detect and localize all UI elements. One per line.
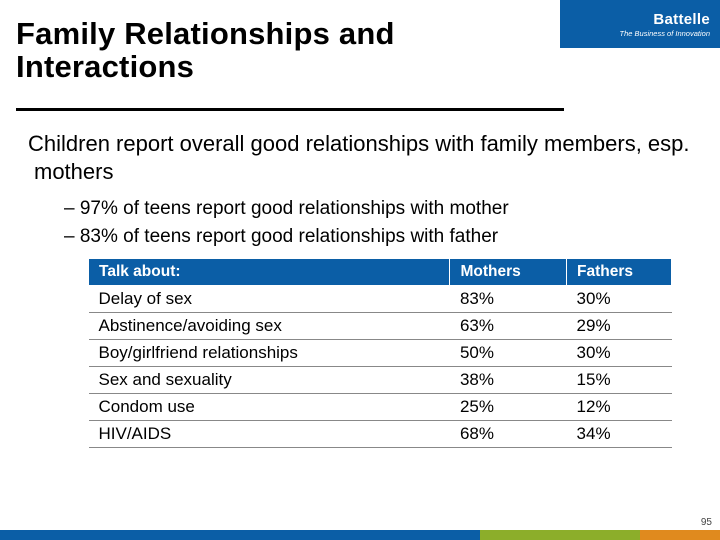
title-line-2: Interactions <box>16 49 194 84</box>
slide: Battelle The Business of Innovation Fami… <box>0 0 720 540</box>
slide-title: Family Relationships and Interactions <box>16 18 540 83</box>
cell-mothers: 83% <box>450 286 567 313</box>
col-header-fathers: Fathers <box>567 259 672 286</box>
footer-bar-segment-1 <box>0 530 480 540</box>
cell-mothers: 63% <box>450 313 567 340</box>
cell-fathers: 29% <box>567 313 672 340</box>
body-content: Children report overall good relationshi… <box>28 130 692 448</box>
bullet-2: – 83% of teens report good relationships… <box>28 223 692 251</box>
bullet-1: – 97% of teens report good relationships… <box>28 195 692 223</box>
cell-fathers: 34% <box>567 421 672 448</box>
cell-topic: Sex and sexuality <box>89 367 450 394</box>
bullet-2-text: 83% of teens report good relationships w… <box>80 226 498 247</box>
footer-bar-segment-3 <box>640 530 720 540</box>
brand-name: Battelle <box>653 11 710 28</box>
table-row: Condom use25%12% <box>89 394 672 421</box>
cell-mothers: 38% <box>450 367 567 394</box>
cell-topic: Boy/girlfriend relationships <box>89 340 450 367</box>
title-line-1: Family Relationships and <box>16 16 395 51</box>
col-header-topic: Talk about: <box>89 259 450 286</box>
table-row: Boy/girlfriend relationships50%30% <box>89 340 672 367</box>
lead-paragraph: Children report overall good relationshi… <box>28 130 692 185</box>
brand-tagline: The Business of Innovation <box>620 29 710 38</box>
brand-logo-block: Battelle The Business of Innovation <box>560 0 720 48</box>
cell-topic: Delay of sex <box>89 286 450 313</box>
table-header-row: Talk about: Mothers Fathers <box>89 259 672 286</box>
footer-bar-segment-2 <box>480 530 640 540</box>
cell-topic: Abstinence/avoiding sex <box>89 313 450 340</box>
table-row: Sex and sexuality38%15% <box>89 367 672 394</box>
cell-fathers: 12% <box>567 394 672 421</box>
cell-fathers: 15% <box>567 367 672 394</box>
cell-mothers: 68% <box>450 421 567 448</box>
cell-mothers: 25% <box>450 394 567 421</box>
col-header-mothers: Mothers <box>450 259 567 286</box>
cell-mothers: 50% <box>450 340 567 367</box>
page-number: 95 <box>701 517 712 528</box>
data-table: Talk about: Mothers Fathers Delay of sex… <box>88 258 672 448</box>
data-table-container: Talk about: Mothers Fathers Delay of sex… <box>88 258 672 448</box>
title-underline <box>16 108 564 111</box>
cell-fathers: 30% <box>567 286 672 313</box>
cell-fathers: 30% <box>567 340 672 367</box>
table-row: Delay of sex83%30% <box>89 286 672 313</box>
footer-color-bar <box>0 530 720 540</box>
bullet-1-text: 97% of teens report good relationships w… <box>80 198 509 219</box>
cell-topic: HIV/AIDS <box>89 421 450 448</box>
cell-topic: Condom use <box>89 394 450 421</box>
table-row: HIV/AIDS68%34% <box>89 421 672 448</box>
table-row: Abstinence/avoiding sex63%29% <box>89 313 672 340</box>
table-body: Delay of sex83%30%Abstinence/avoiding se… <box>89 286 672 448</box>
